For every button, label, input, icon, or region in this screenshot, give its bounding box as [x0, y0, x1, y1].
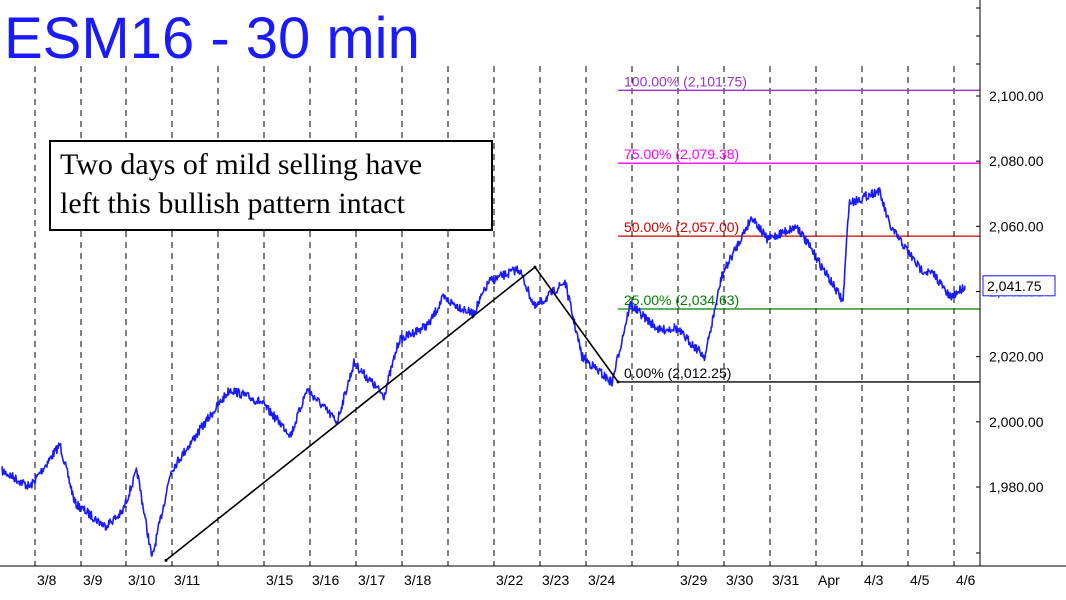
x-tick-label: 3/17: [358, 572, 385, 588]
x-tick-label: 4/3: [864, 572, 884, 588]
x-tick-label: 3/24: [588, 572, 615, 588]
fib-level-label: 75.00% (2,079.38): [624, 146, 739, 162]
last-price-badge: [982, 275, 1056, 297]
y-tick-label: 2,020.00: [989, 349, 1044, 365]
last-price-label: 2,041.75: [987, 278, 1042, 294]
pattern-layer: [164, 265, 620, 562]
y-tick-label: 2,100.00: [989, 88, 1044, 104]
pattern-point: [164, 558, 168, 562]
x-tick-label: 4/5: [910, 572, 930, 588]
x-tick-label: 3/15: [266, 572, 293, 588]
fib-levels: 100.00% (2,101.75) 75.00% (2,079.38) 50.00…: [618, 73, 980, 383]
annotation-box-border: [49, 140, 493, 231]
x-tick-label: 3/16: [312, 572, 339, 588]
annotation-box: Two days of mild selling have left this …: [49, 140, 493, 231]
annotation-line-2: left this bullish pattern intact: [60, 187, 406, 220]
y-tick-label: 2,000.00: [989, 414, 1044, 430]
x-tick-label: 3/30: [726, 572, 753, 588]
price-series-layer: [1, 187, 966, 557]
x-tick-label: 3/11: [174, 572, 200, 588]
pattern-point: [616, 380, 620, 384]
fib-level-label: 100.00% (2,101.75): [624, 73, 747, 89]
x-tick-label: 3/31: [772, 572, 799, 588]
x-tick-label: 3/23: [542, 572, 569, 588]
fib-level-label: 25.00% (2,034.63): [624, 292, 739, 308]
chart-title: ESM16 - 30 min: [4, 6, 420, 71]
price-line: [1, 187, 966, 557]
abc-pattern-line: [165, 265, 619, 561]
x-tick-label: 3/9: [83, 572, 103, 588]
x-tick-label: 3/29: [680, 572, 707, 588]
x-tick-label: 3/10: [128, 572, 155, 588]
x-tick-label: 4/6: [956, 572, 976, 588]
pattern-point: [533, 265, 537, 269]
y-tick-label: 2,080.00: [989, 153, 1044, 169]
y-tick-label: 2,060.00: [989, 218, 1044, 234]
y-tick-label: 1,980.00: [989, 479, 1044, 495]
fib-level-label: 50.00% (2,057.00): [624, 219, 739, 235]
x-tick-label: 3/22: [496, 572, 523, 588]
x-tick-label: 3/18: [404, 572, 431, 588]
x-tick-label: Apr: [818, 572, 840, 588]
annotation-line-1: Two days of mild selling have: [60, 148, 422, 181]
fib-level-label: 0.00% (2,012.25): [624, 365, 731, 381]
x-tick-label: 3/8: [37, 572, 57, 588]
